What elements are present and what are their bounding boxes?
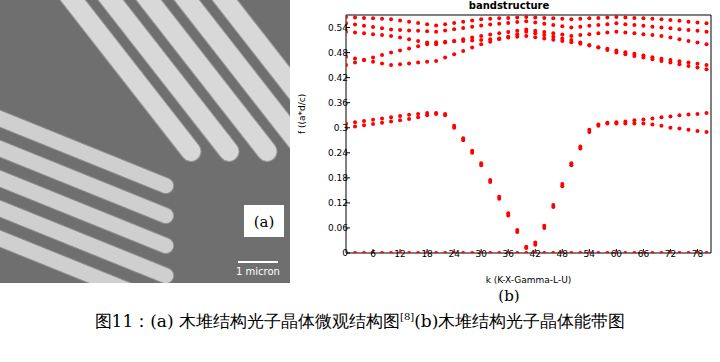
html-text:(b): (b) (498, 287, 520, 305)
svg-text:0.24: 0.24 (328, 148, 348, 158)
svg-text:0.06: 0.06 (328, 223, 348, 233)
svg-text:48: 48 (557, 249, 569, 259)
svg-text:0.12: 0.12 (328, 198, 348, 208)
svg-text:(a): (a) (254, 213, 275, 231)
svg-text:24: 24 (448, 249, 460, 259)
html-text:图11：(a) 木堆结构光子晶体微观结构图[8](b)木堆结: 图11：(a) 木堆结构光子晶体微观结构图[8](b)木堆结构光子晶体能带图 (94, 311, 626, 331)
svg-text:0.3: 0.3 (334, 123, 348, 133)
svg-text:42: 42 (530, 249, 541, 259)
svg-text:0.54: 0.54 (328, 23, 348, 33)
svg-text:0.42: 0.42 (328, 73, 348, 83)
svg-text:0: 0 (342, 248, 348, 258)
svg-text:30: 30 (475, 249, 487, 259)
svg-text:18: 18 (421, 249, 433, 259)
svg-text:36: 36 (502, 249, 514, 259)
svg-text:6: 6 (370, 249, 376, 259)
svg-text:0.36: 0.36 (328, 98, 348, 108)
svg-text:1 micron: 1 micron (236, 266, 280, 277)
svg-text:12: 12 (394, 249, 405, 259)
svg-text:f ((a*d/c): f ((a*d/c) (297, 94, 307, 134)
svg-text:54: 54 (584, 249, 596, 259)
svg-text:72: 72 (665, 249, 676, 259)
svg-text:60: 60 (611, 249, 623, 259)
svg-text:0.48: 0.48 (328, 48, 348, 58)
svg-text:k (K-X-Gamma-L-U): k (K-X-Gamma-L-U) (486, 275, 572, 285)
svg-text:78: 78 (692, 249, 704, 259)
svg-text:0.18: 0.18 (328, 173, 348, 183)
svg-text:66: 66 (638, 249, 650, 259)
html-text:bandstructure: bandstructure (468, 0, 550, 11)
